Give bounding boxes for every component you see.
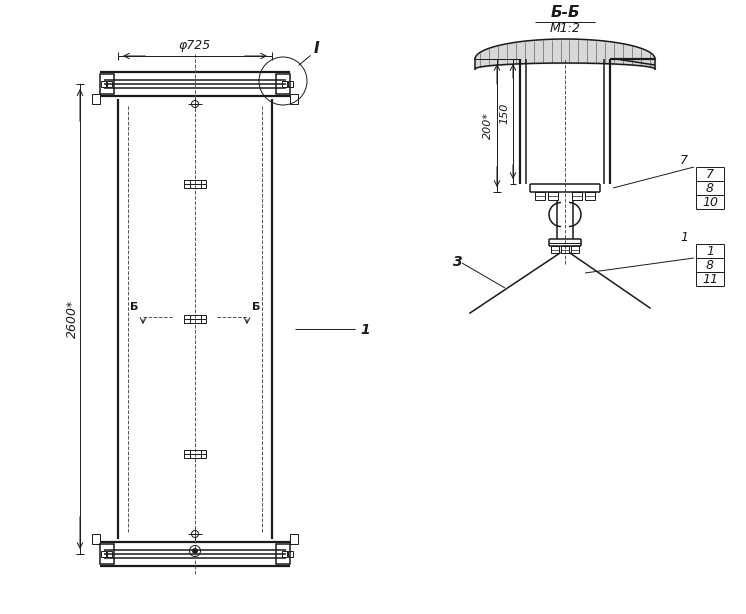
Bar <box>288 551 293 557</box>
Bar <box>282 551 287 557</box>
Bar <box>290 94 298 104</box>
Text: Б: Б <box>130 302 138 312</box>
Text: 200*: 200* <box>483 112 493 139</box>
Text: 8: 8 <box>706 182 714 195</box>
Text: I: I <box>314 41 319 56</box>
Bar <box>535 192 545 200</box>
Bar <box>572 192 582 200</box>
Text: φ725: φ725 <box>179 39 211 52</box>
Bar <box>92 534 100 544</box>
Bar <box>101 81 106 87</box>
Bar <box>100 544 114 564</box>
Bar <box>100 74 114 94</box>
Text: 1: 1 <box>680 231 688 244</box>
Bar <box>288 81 293 87</box>
Bar <box>107 81 112 87</box>
Text: 7: 7 <box>706 168 714 181</box>
Text: М1:2: М1:2 <box>550 22 580 35</box>
Bar <box>585 192 595 200</box>
Bar <box>276 74 290 94</box>
Bar <box>548 192 558 200</box>
Text: Б-Б: Б-Б <box>551 5 580 20</box>
Circle shape <box>192 549 197 553</box>
Bar <box>290 534 298 544</box>
Text: 2600*: 2600* <box>66 300 78 338</box>
Bar <box>571 246 579 253</box>
Bar <box>184 450 206 458</box>
Bar <box>551 246 559 253</box>
Text: Б: Б <box>252 302 260 312</box>
Text: 1: 1 <box>706 244 714 257</box>
Bar <box>184 315 206 323</box>
Text: 3: 3 <box>453 255 463 269</box>
Text: 11: 11 <box>702 273 718 286</box>
Text: 10: 10 <box>702 195 718 209</box>
Text: 1: 1 <box>360 323 369 337</box>
Bar <box>276 544 290 564</box>
Text: 150: 150 <box>499 103 509 124</box>
Bar <box>101 551 106 557</box>
Bar <box>107 551 112 557</box>
Bar <box>92 94 100 104</box>
Text: 7: 7 <box>680 154 688 167</box>
Text: 8: 8 <box>706 258 714 271</box>
Bar <box>282 81 287 87</box>
Bar <box>184 180 206 188</box>
Bar <box>561 246 569 253</box>
